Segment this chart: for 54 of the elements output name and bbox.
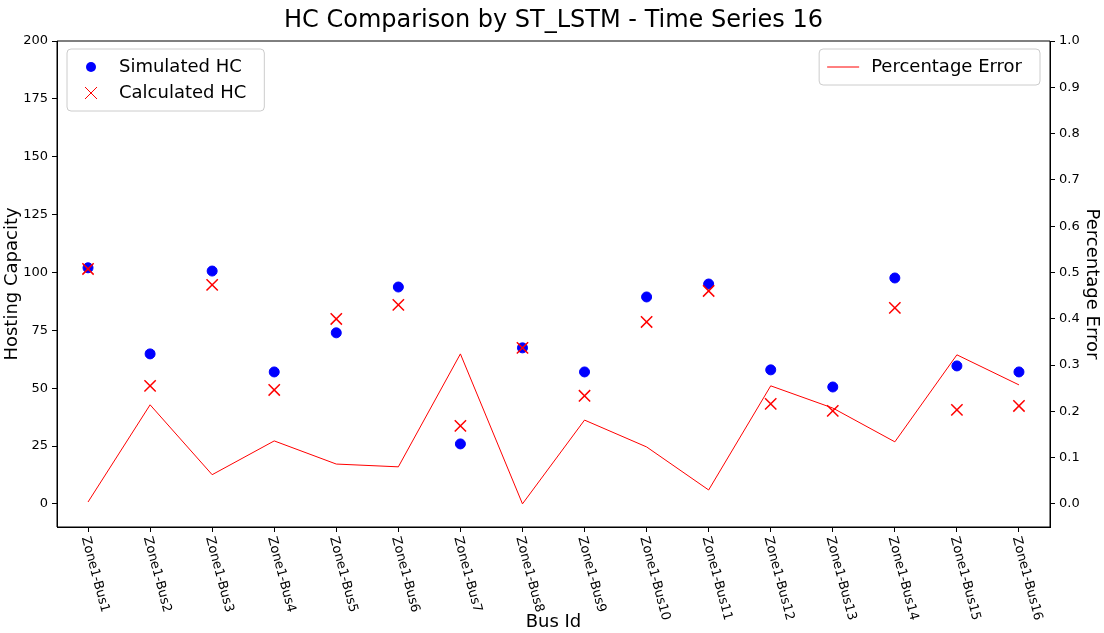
point [391,298,405,312]
point [826,404,840,418]
point [206,265,218,277]
y2-axis-title: Percentage Error [1082,208,1104,361]
y2-tick-label: 1.0 [1059,32,1080,48]
y2-tick-label: 0.5 [1059,263,1080,279]
y-tick-label: 125 [23,205,48,221]
point [702,284,716,298]
point [703,278,715,290]
y-tick-label: 25 [31,437,48,453]
y-tick-label: 75 [31,321,48,337]
point [640,315,653,329]
y2-tick-label: 0.4 [1059,310,1080,326]
y2-tick-label: 0.6 [1059,217,1080,233]
point [1012,399,1026,413]
y-tick-label: 0 [39,495,48,511]
legend-label: Simulated HC [119,54,242,76]
point [950,403,964,417]
chart-title: HC Comparison by ST_LSTM - Time Series 16 [284,5,823,34]
point [268,366,280,378]
point [144,348,156,360]
point [764,397,778,411]
legend-label: Calculated HC [119,80,247,102]
y-axis-title: Hosting Capacity [0,207,22,361]
point [392,281,404,293]
y2-tick-label: 0.7 [1059,171,1080,187]
y2-tick-label: 0.3 [1059,356,1080,372]
y-tick-label: 150 [23,148,48,164]
legend-label: Percentage Error [871,54,1023,76]
point [579,366,591,378]
point [330,327,342,339]
point [329,312,343,326]
y-tick-label: 175 [23,90,48,106]
point [454,419,467,433]
y2-tick-label: 0.8 [1059,124,1080,140]
y2-tick-label: 0.9 [1059,78,1080,94]
point [889,272,901,284]
point [1013,366,1025,378]
point [827,381,839,393]
point [765,364,777,376]
y-tick-label: 100 [23,263,48,279]
y2-tick-label: 0.2 [1059,402,1080,418]
point [205,278,219,292]
point [888,301,902,315]
y2-tick-label: 0.0 [1059,495,1080,511]
point [454,438,466,450]
y-tick-label: 50 [31,379,48,395]
point [143,379,157,393]
point [641,291,653,303]
point [267,383,281,397]
y-tick-label: 200 [23,32,48,48]
point [578,389,591,403]
y2-tick-label: 0.1 [1059,448,1080,464]
point [951,360,963,372]
